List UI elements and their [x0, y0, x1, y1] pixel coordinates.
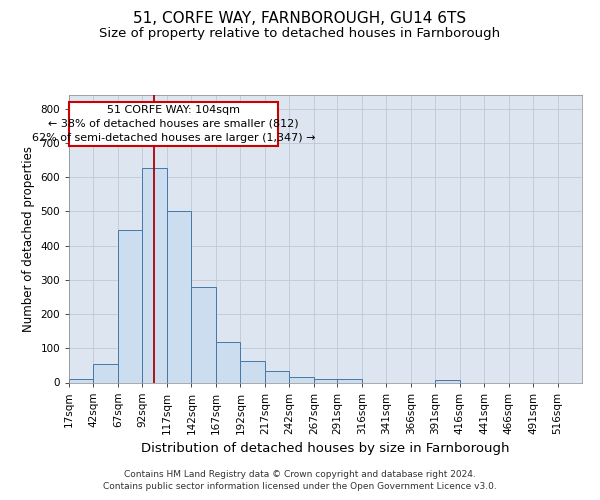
Bar: [167, 210, 191, 382]
Bar: [314, 380, 338, 382]
Bar: [289, 376, 314, 382]
Bar: [118, 230, 142, 382]
Text: 51 CORFE WAY: 104sqm
← 38% of detached houses are smaller (812)
62% of semi-deta: 51 CORFE WAY: 104sqm ← 38% of detached h…: [32, 105, 315, 143]
Bar: [69, 102, 278, 146]
Bar: [241, 362, 265, 382]
Bar: [191, 286, 216, 382]
Y-axis label: Number of detached properties: Number of detached properties: [22, 146, 35, 332]
Text: Contains HM Land Registry data © Crown copyright and database right 2024.
Contai: Contains HM Land Registry data © Crown c…: [103, 470, 497, 491]
Bar: [69, 379, 94, 382]
Bar: [216, 342, 241, 382]
Bar: [337, 380, 362, 382]
Bar: [94, 364, 118, 382]
X-axis label: Distribution of detached houses by size in Farnborough: Distribution of detached houses by size …: [141, 442, 510, 455]
Bar: [142, 168, 167, 382]
Bar: [435, 380, 460, 382]
Text: Size of property relative to detached houses in Farnborough: Size of property relative to detached ho…: [100, 27, 500, 40]
Text: 51, CORFE WAY, FARNBOROUGH, GU14 6TS: 51, CORFE WAY, FARNBOROUGH, GU14 6TS: [133, 11, 467, 26]
Bar: [265, 371, 289, 382]
